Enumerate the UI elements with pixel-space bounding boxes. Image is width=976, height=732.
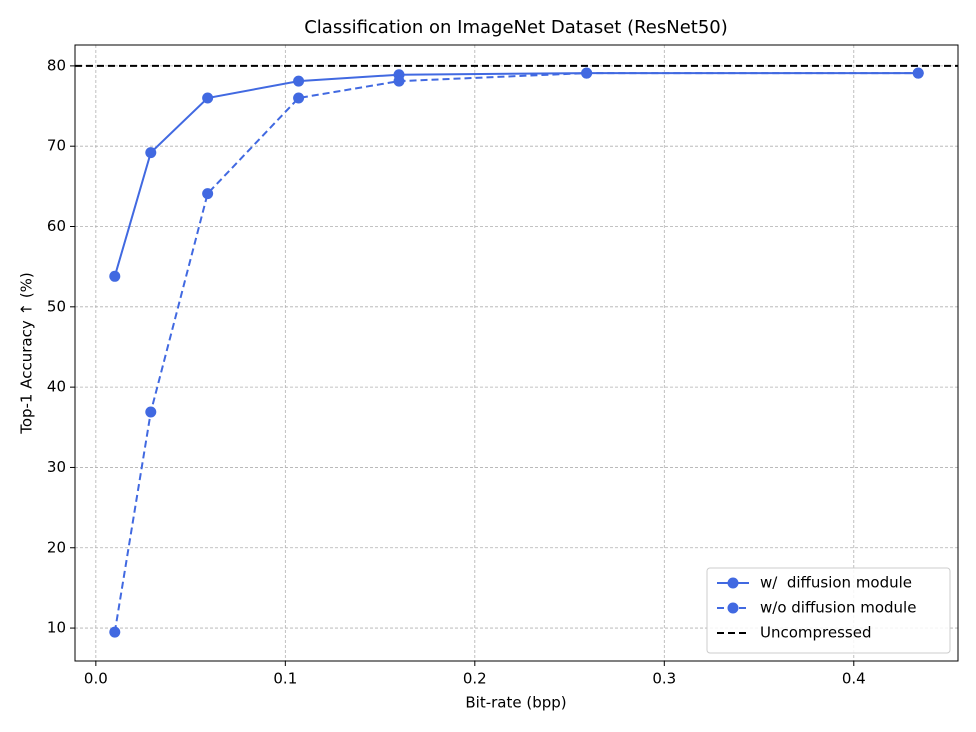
x-tick-label: 0.2 (463, 670, 487, 688)
y-tick-label: 40 (47, 378, 66, 396)
x-tick-label: 0.1 (273, 670, 297, 688)
y-axis-label: Top-1 Accuracy ↑ (%) (18, 272, 36, 435)
data-point (293, 92, 305, 104)
series-line (113, 72, 919, 633)
plot-frame (74, 44, 959, 662)
data-point (145, 147, 157, 159)
y-tick-label: 50 (47, 297, 66, 315)
data-point (912, 67, 924, 79)
series-line (113, 72, 919, 277)
y-tick-label: 30 (47, 458, 66, 476)
y-tick-label: 80 (47, 56, 66, 74)
legend-label: w/o diffusion module (760, 599, 916, 617)
data-point (293, 75, 305, 87)
x-tick-label: 0.4 (842, 670, 866, 688)
legend-box (706, 567, 951, 654)
data-point (393, 75, 405, 87)
data-point (202, 188, 214, 200)
data-point (145, 406, 157, 418)
legend-marker (727, 602, 739, 614)
legend-label: w/ diffusion module (760, 574, 912, 592)
data-point (109, 626, 121, 638)
data-point (109, 270, 121, 282)
legend-marker (727, 577, 739, 589)
data-point (581, 67, 593, 79)
legend: w/ diffusion module w/o diffusion module U… (706, 567, 951, 654)
y-tick-label: 60 (47, 217, 66, 235)
y-tick-label: 70 (47, 137, 66, 155)
x-axis-label: Bit-rate (bpp) (465, 694, 566, 712)
y-tick-label: 20 (47, 538, 66, 556)
x-tick-label: 0.3 (652, 670, 676, 688)
chart-title: Classification on ImageNet Dataset (ResN… (304, 17, 728, 38)
x-tick-label: 0.0 (84, 670, 108, 688)
legend-label: Uncompressed (760, 624, 872, 642)
data-point (202, 92, 214, 104)
y-tick-label: 10 (47, 619, 66, 637)
